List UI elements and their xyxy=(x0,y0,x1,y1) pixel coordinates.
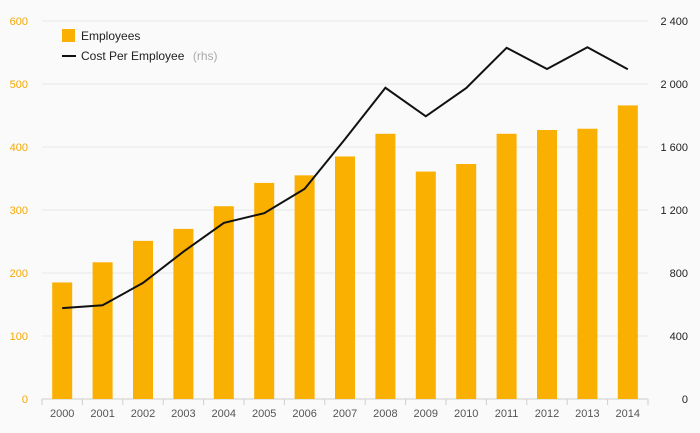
bar xyxy=(496,133,517,399)
x-tick-label: 2007 xyxy=(333,408,357,420)
x-tick-label: 2002 xyxy=(131,408,155,420)
right-tick-label: 2 000 xyxy=(660,79,688,91)
right-axis-ticks: 0 400 800 1 200 1 600 2 000 2 400 xyxy=(660,16,688,406)
x-tick-label: 2003 xyxy=(171,408,195,420)
x-tick-label: 2014 xyxy=(616,408,640,420)
left-axis-ticks: 0 100 200 300 400 500 600 xyxy=(10,16,28,406)
x-tick-label: 2005 xyxy=(252,408,276,420)
cost-per-employee-line xyxy=(62,46,629,310)
bar xyxy=(52,282,73,399)
x-tick-label: 2001 xyxy=(90,408,114,420)
bar xyxy=(617,105,638,400)
bar xyxy=(456,164,477,399)
bar xyxy=(335,156,355,399)
bar xyxy=(254,182,275,399)
legend-employees-swatch xyxy=(62,29,75,42)
employees-bars xyxy=(52,105,638,400)
x-tick-label: 2004 xyxy=(212,408,236,420)
bar xyxy=(92,262,113,399)
left-tick-label: 400 xyxy=(10,142,28,154)
bar xyxy=(173,228,194,399)
legend-cost-label: Cost Per Employee (rhs) xyxy=(81,47,218,64)
left-tick-label: 600 xyxy=(10,16,28,28)
right-tick-label: 0 xyxy=(682,394,688,406)
left-tick-label: 100 xyxy=(10,331,28,343)
legend-cost-suffix: (rhs) xyxy=(193,49,218,63)
left-tick-label: 500 xyxy=(10,79,28,91)
x-tick-label: 2012 xyxy=(535,408,559,420)
right-tick-label: 400 xyxy=(670,331,688,343)
bar xyxy=(213,206,234,399)
bar xyxy=(294,175,315,399)
left-tick-label: 0 xyxy=(22,394,28,406)
bar xyxy=(375,133,396,399)
legend: Employees Cost Per Employee (rhs) xyxy=(62,29,218,64)
left-tick-label: 300 xyxy=(10,205,28,217)
right-tick-label: 1 200 xyxy=(660,205,688,217)
x-tick-label: 2008 xyxy=(373,408,397,420)
right-tick-label: 1 600 xyxy=(660,142,688,154)
x-tick-label: 2009 xyxy=(414,408,438,420)
right-tick-label: 2 400 xyxy=(660,16,688,28)
bar xyxy=(133,240,153,399)
left-tick-label: 200 xyxy=(10,268,28,280)
bar xyxy=(577,128,598,400)
legend-cost-name: Cost Per Employee xyxy=(81,49,185,63)
legend-employees-label: Employees xyxy=(81,29,140,43)
x-tick-label: 2011 xyxy=(495,408,519,420)
bar xyxy=(537,129,557,400)
bar xyxy=(415,171,436,399)
x-axis: 2000 2001 2002 2003 2004 2005 2006 2007 2008 2009… xyxy=(41,399,649,420)
x-tick-label: 2000 xyxy=(50,408,74,420)
right-tick-label: 800 xyxy=(670,268,688,280)
x-tick-label: 2010 xyxy=(454,408,478,420)
x-tick-label: 2006 xyxy=(292,408,316,420)
x-tick-label: 2013 xyxy=(575,408,599,420)
